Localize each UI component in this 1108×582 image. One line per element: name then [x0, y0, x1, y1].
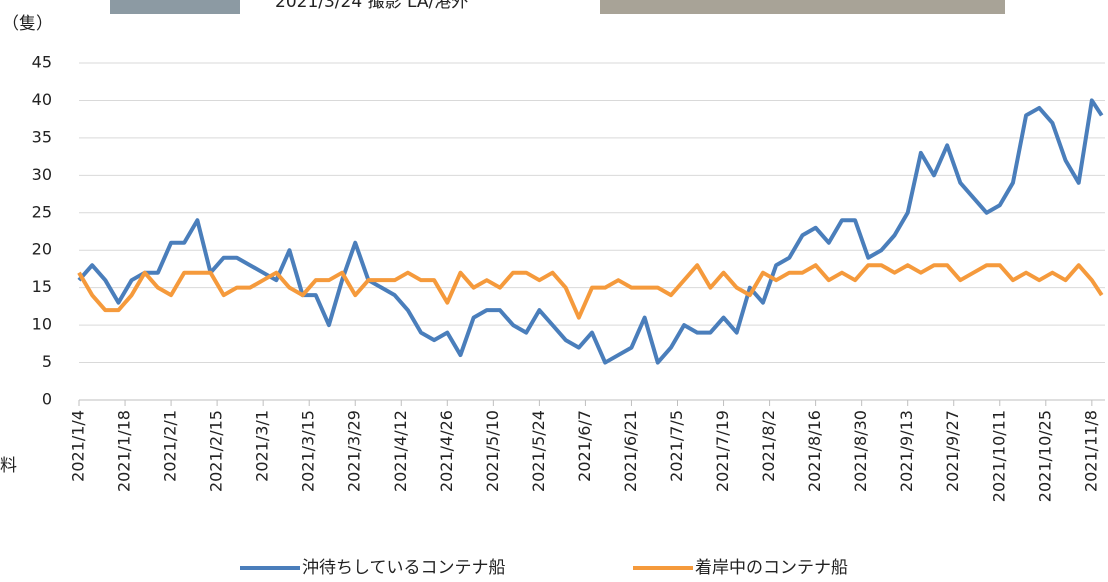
y-tick-label: 15: [32, 277, 52, 296]
x-tick-label: 2021/3/29: [345, 410, 364, 492]
y-tick-label: 25: [32, 202, 52, 221]
legend-label: 沖待ちしているコンテナ船: [302, 558, 506, 578]
x-tick-label: 2021/7/19: [713, 410, 732, 492]
x-tick-label: 2021/1/4: [69, 410, 88, 482]
x-tick-label: 2021/5/10: [483, 410, 502, 492]
x-tick-label: 2021/7/5: [667, 410, 686, 482]
series-line: [77, 98, 1104, 365]
y-tick-label: 45: [32, 53, 52, 72]
x-tick-label: 2021/10/11: [989, 410, 1008, 502]
x-tick-label: 2021/3/1: [253, 410, 272, 482]
x-tick-label: 2021/4/26: [437, 410, 456, 492]
x-tick-label: 2021/8/30: [851, 410, 870, 492]
series-line: [77, 263, 1104, 320]
side-note: 料: [0, 456, 17, 476]
y-tick-label: 5: [42, 352, 52, 371]
x-tick-label: 2021/5/24: [529, 410, 548, 492]
y-tick-label: 30: [32, 165, 52, 184]
x-tick-label: 2021/9/13: [897, 410, 916, 492]
photo: [110, 0, 240, 14]
x-tick-label: 2021/2/15: [207, 410, 226, 492]
x-tick-label: 2021/8/2: [759, 410, 778, 482]
unit-label: （隻）: [2, 14, 53, 34]
x-tick-label: 2021/11/8: [1081, 410, 1100, 492]
x-tick-label: 2021/2/1: [161, 410, 180, 482]
y-tick-label: 35: [32, 127, 52, 146]
x-tick-label: 2021/3/15: [299, 410, 318, 492]
x-tick-label: 2021/6/7: [575, 410, 594, 482]
x-tick-label: 2021/10/25: [1035, 410, 1054, 502]
photo: [600, 0, 1005, 14]
y-tick-label: 0: [42, 390, 52, 409]
x-tick-label: 2021/8/16: [805, 410, 824, 492]
x-tick-label: 2021/4/12: [391, 410, 410, 492]
x-tick-label: 2021/1/18: [115, 410, 134, 492]
y-tick-label: 20: [32, 240, 52, 259]
legend-label: 着岸中のコンテナ船: [695, 558, 848, 578]
x-tick-label: 2021/6/21: [621, 410, 640, 492]
y-tick-label: 40: [32, 90, 52, 109]
photo-caption: 2021/3/24 撮影 LA/港外: [275, 0, 468, 12]
x-tick-label: 2021/9/27: [943, 410, 962, 492]
y-tick-label: 10: [32, 315, 52, 334]
